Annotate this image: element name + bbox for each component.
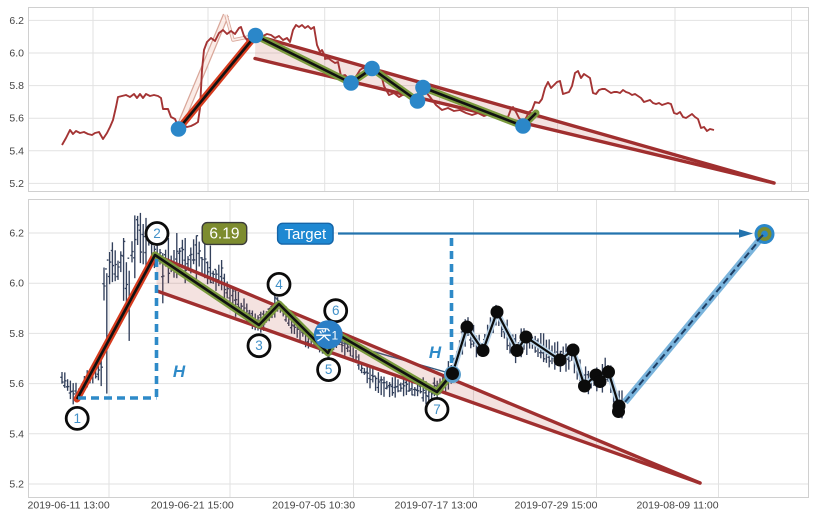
- svg-text:2019-07-17 13:00: 2019-07-17 13:00: [395, 500, 478, 512]
- svg-text:5.4: 5.4: [9, 145, 24, 157]
- svg-text:6.19: 6.19: [209, 226, 239, 243]
- svg-text:6.0: 6.0: [9, 48, 24, 60]
- svg-text:1: 1: [331, 328, 338, 342]
- svg-text:3: 3: [255, 338, 263, 353]
- svg-text:5.2: 5.2: [9, 178, 24, 190]
- svg-text:5.6: 5.6: [9, 113, 24, 125]
- svg-text:6.2: 6.2: [9, 228, 24, 240]
- svg-text:6.0: 6.0: [9, 278, 24, 290]
- svg-text:7: 7: [433, 402, 441, 417]
- svg-text:H: H: [429, 343, 442, 362]
- svg-text:2: 2: [153, 226, 161, 241]
- svg-text:Target: Target: [284, 226, 327, 243]
- svg-text:5: 5: [325, 362, 333, 377]
- svg-text:5.8: 5.8: [9, 80, 24, 92]
- svg-text:5.2: 5.2: [9, 479, 24, 491]
- svg-text:4: 4: [275, 277, 283, 292]
- svg-text:2019-08-09 11:00: 2019-08-09 11:00: [636, 500, 718, 512]
- svg-text:5.8: 5.8: [9, 328, 24, 340]
- svg-text:2019-06-21 15:00: 2019-06-21 15:00: [151, 500, 234, 512]
- svg-text:H: H: [173, 362, 186, 381]
- svg-text:5.6: 5.6: [9, 378, 24, 390]
- svg-text:6.2: 6.2: [9, 15, 24, 27]
- svg-text:5.4: 5.4: [9, 428, 24, 440]
- svg-text:6: 6: [332, 303, 340, 318]
- svg-text:2019-06-11 13:00: 2019-06-11 13:00: [28, 500, 110, 512]
- svg-text:2019-07-29 15:00: 2019-07-29 15:00: [515, 500, 598, 512]
- svg-text:2019-07-05 10:30: 2019-07-05 10:30: [272, 500, 355, 512]
- svg-text:1: 1: [73, 411, 81, 426]
